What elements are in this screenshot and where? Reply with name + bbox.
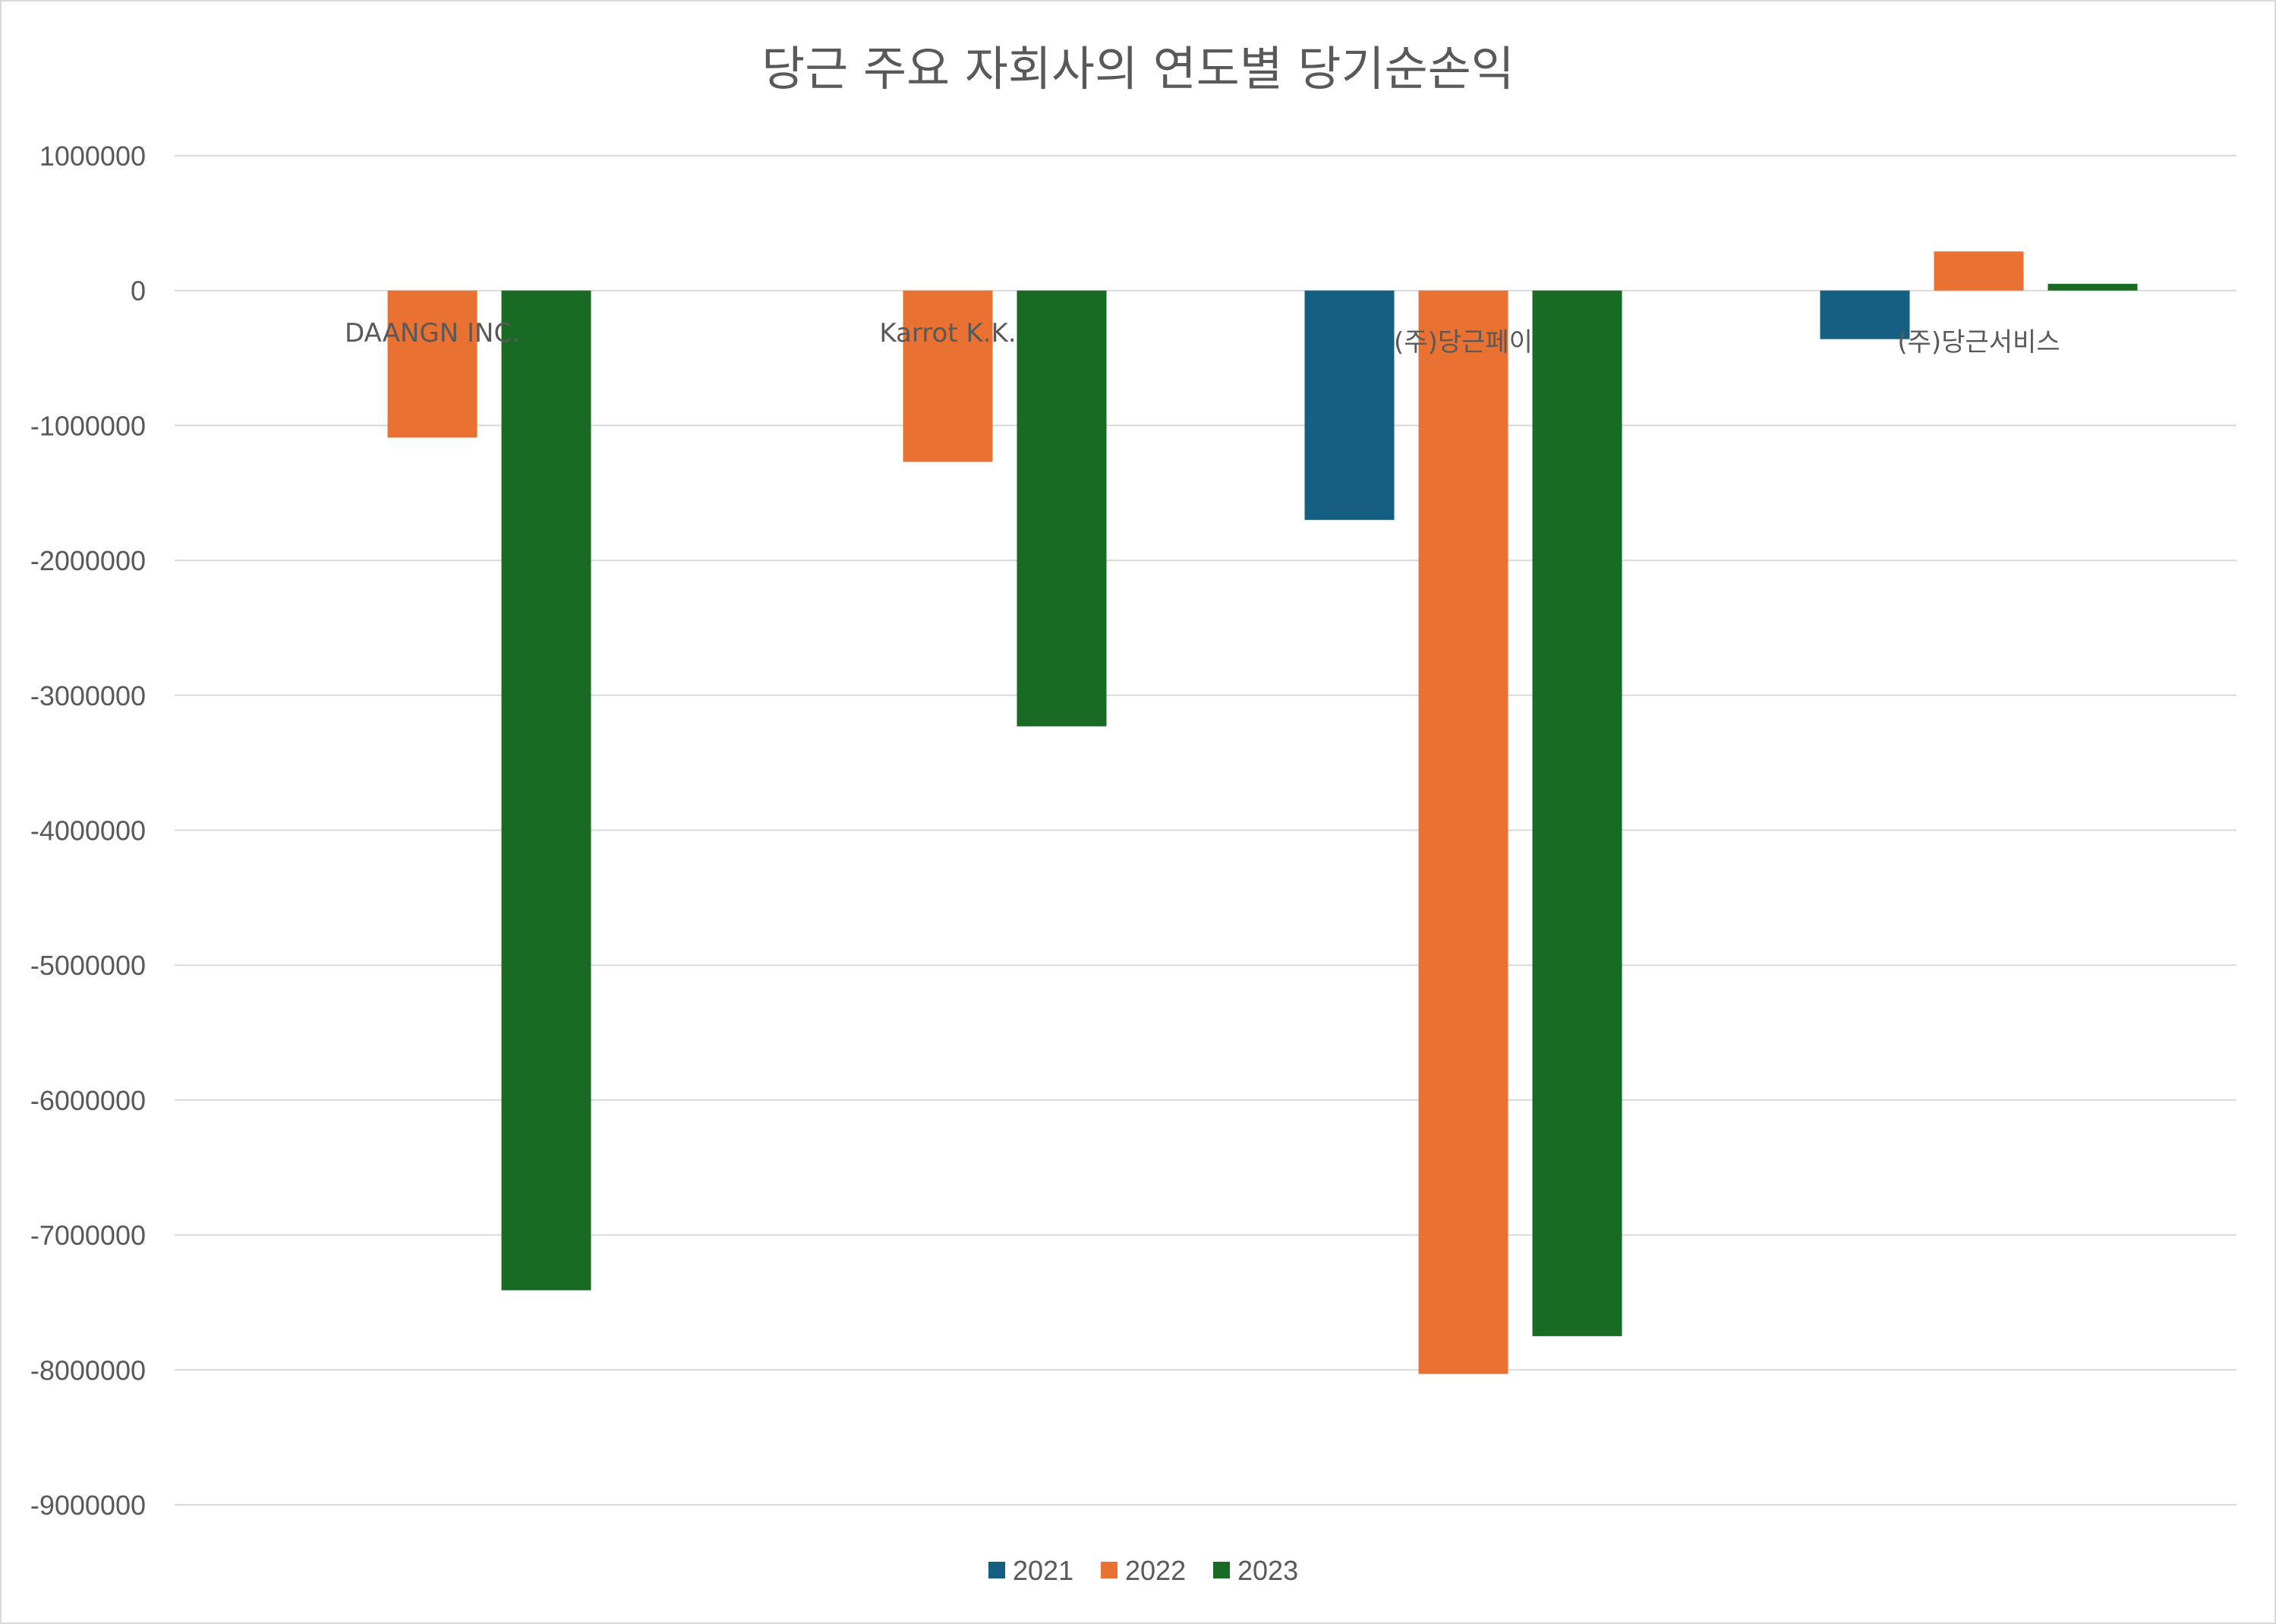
bar — [1304, 290, 1395, 520]
y-tick-label: -4000000 — [30, 815, 146, 847]
chart-title: 당근 주요 자회사의 연도별 당기순손익 — [761, 41, 1514, 96]
y-tick-label: -9000000 — [30, 1490, 146, 1521]
legend: 2021 2022 2023 — [988, 1555, 1298, 1586]
y-tick-label: -7000000 — [30, 1220, 146, 1251]
category-label: (주)당근서비스 — [1897, 327, 2060, 358]
bar — [387, 290, 478, 438]
y-tick-label: -1000000 — [30, 410, 146, 441]
legend-swatch — [1101, 1562, 1118, 1578]
bar — [1017, 290, 1107, 727]
bar — [1934, 251, 2024, 291]
bar — [1820, 290, 1910, 339]
gridlines — [175, 155, 2237, 1506]
bar — [501, 290, 591, 1291]
y-tick-label: -5000000 — [30, 950, 146, 981]
y-tick-label: -2000000 — [30, 545, 146, 576]
category-labels: DAANGN INC. Karrot K.K. (주)당근페이 (주)당근서비스 — [345, 318, 2060, 358]
y-tick-label: -6000000 — [30, 1085, 146, 1116]
legend-label: 2023 — [1237, 1555, 1298, 1586]
y-axis-tick-labels: 1000000 0 -1000000 -2000000 -3000000 -4000000… — [30, 140, 146, 1521]
y-tick-label: -3000000 — [30, 680, 146, 711]
category-label: DAANGN INC. — [345, 318, 520, 348]
y-tick-label: 0 — [131, 276, 146, 307]
bar — [1532, 290, 1622, 1336]
bar — [2047, 283, 2138, 291]
bar — [1418, 290, 1508, 1374]
legend-swatch — [1213, 1562, 1230, 1578]
y-tick-label: 1000000 — [39, 140, 146, 172]
category-label: (주)당근페이 — [1394, 327, 1533, 358]
category-label: Karrot K.K. — [879, 318, 1016, 348]
y-tick-label: -8000000 — [30, 1354, 146, 1386]
legend-label: 2021 — [1013, 1555, 1073, 1586]
bar — [903, 290, 993, 462]
bars — [387, 251, 2138, 1374]
legend-label: 2022 — [1125, 1555, 1186, 1586]
legend-swatch — [988, 1562, 1005, 1578]
